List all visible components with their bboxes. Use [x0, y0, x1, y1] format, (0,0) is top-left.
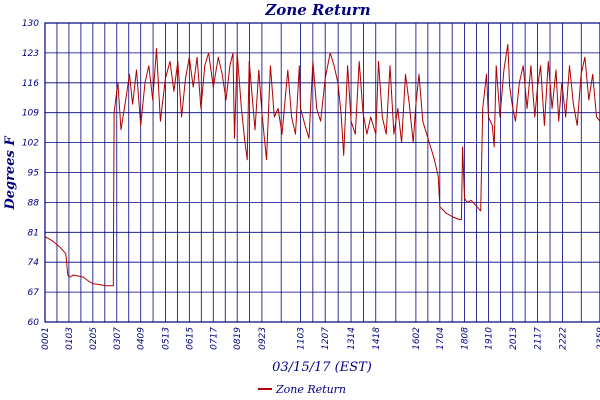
x-tick-label: 0819 — [233, 327, 243, 350]
x-tick-label: 1418 — [372, 327, 382, 350]
series-line-zone-return — [44, 43, 600, 287]
x-tick-label: 0409 — [137, 327, 147, 350]
y-tick-label: 102 — [22, 139, 39, 149]
x-tick-label: 1704 — [436, 327, 446, 350]
x-tick-label: 0307 — [113, 327, 123, 350]
x-tick-label: 0923 — [258, 327, 268, 350]
y-axis-label: Degrees F — [3, 136, 18, 211]
grid — [44, 22, 600, 323]
x-tick-label: 1808 — [461, 327, 471, 350]
y-tick-label: 81 — [28, 228, 39, 238]
y-tick-label: 130 — [22, 19, 39, 29]
x-tick-label: 0615 — [185, 327, 195, 350]
x-tick-label: 2222 — [559, 327, 569, 350]
x-tick-label: 1314 — [347, 327, 357, 350]
y-tick-label: 109 — [22, 109, 39, 119]
y-tick-labels: 60 67 74 81 88 95 102 109 116 123 130 — [22, 19, 39, 328]
x-axis-label: 03/15/17 (EST) — [272, 360, 372, 375]
x-tick-labels: 0001 0103 0205 0307 0409 0513 0615 0717 0819 0923… — [41, 327, 600, 350]
y-tick-label: 123 — [22, 49, 39, 59]
y-tick-label: 88 — [28, 198, 40, 208]
x-tick-label: 0717 — [209, 327, 219, 350]
x-tick-label: 0205 — [89, 327, 99, 350]
legend: Zone Return — [258, 383, 346, 396]
chart-title: Zone Return — [264, 1, 370, 19]
y-tick-label: 74 — [28, 258, 40, 268]
x-tick-label: 1103 — [297, 327, 307, 350]
x-tick-label: 0513 — [161, 327, 171, 350]
x-tick-label: 2013 — [509, 327, 519, 350]
plot-frame — [44, 22, 600, 323]
y-tick-label: 60 — [28, 318, 40, 328]
y-tick-label: 67 — [28, 288, 40, 298]
x-tick-label: 0103 — [65, 327, 75, 350]
y-tick-label: 95 — [28, 169, 40, 179]
y-tick-label: 116 — [22, 79, 39, 89]
x-tick-label: 2117 — [533, 327, 543, 350]
legend-label: Zone Return — [275, 383, 346, 396]
x-tick-label: 0001 — [41, 327, 51, 350]
x-tick-label: 1207 — [321, 327, 331, 350]
x-tick-label: 1602 — [412, 327, 422, 350]
x-tick-label: 2359 — [596, 327, 600, 350]
series-lines — [44, 43, 600, 287]
x-tick-label: 1910 — [484, 327, 494, 350]
